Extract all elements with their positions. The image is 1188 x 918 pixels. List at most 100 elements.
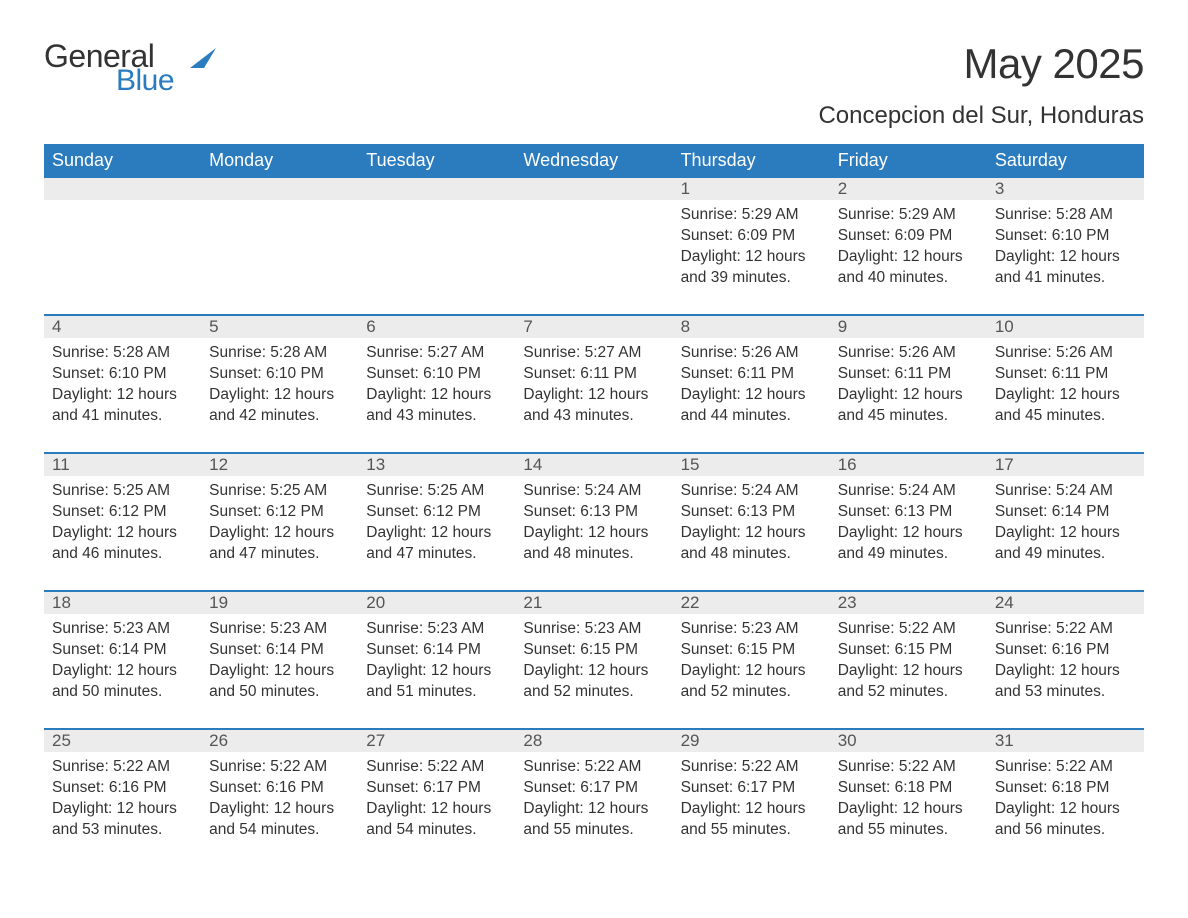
cell-body: Sunrise: 5:22 AMSunset: 6:17 PMDaylight:…: [358, 752, 515, 841]
logo: General Blue: [44, 40, 216, 96]
day-number-row: [201, 178, 358, 200]
calendar-cell: [201, 178, 358, 314]
day-number: 11: [44, 454, 201, 475]
day-number-row: 19: [201, 592, 358, 614]
calendar-cell: 10Sunrise: 5:26 AMSunset: 6:11 PMDayligh…: [987, 316, 1144, 452]
sunset-text: Sunset: 6:12 PM: [209, 502, 352, 523]
daylight-text: Daylight: 12 hours and 55 minutes.: [523, 799, 666, 841]
day-number-row: 16: [830, 454, 987, 476]
day-number: 30: [830, 730, 987, 751]
day-number-row: 2: [830, 178, 987, 200]
cell-body: Sunrise: 5:22 AMSunset: 6:16 PMDaylight:…: [987, 614, 1144, 703]
day-number: 6: [358, 316, 515, 337]
sunrise-text: Sunrise: 5:26 AM: [995, 343, 1138, 364]
calendar-cell: 18Sunrise: 5:23 AMSunset: 6:14 PMDayligh…: [44, 592, 201, 728]
sunset-text: Sunset: 6:13 PM: [838, 502, 981, 523]
logo-text: General Blue: [44, 40, 174, 96]
calendar-cell: 3Sunrise: 5:28 AMSunset: 6:10 PMDaylight…: [987, 178, 1144, 314]
sunrise-text: Sunrise: 5:24 AM: [681, 481, 824, 502]
sunrise-text: Sunrise: 5:27 AM: [523, 343, 666, 364]
day-number-row: 26: [201, 730, 358, 752]
day-number-row: 9: [830, 316, 987, 338]
sunrise-text: Sunrise: 5:25 AM: [52, 481, 195, 502]
day-number: 9: [830, 316, 987, 337]
cell-body: Sunrise: 5:22 AMSunset: 6:18 PMDaylight:…: [830, 752, 987, 841]
sunset-text: Sunset: 6:14 PM: [209, 640, 352, 661]
sunrise-text: Sunrise: 5:28 AM: [209, 343, 352, 364]
sunset-text: Sunset: 6:14 PM: [366, 640, 509, 661]
sunrise-text: Sunrise: 5:27 AM: [366, 343, 509, 364]
day-number: 3: [987, 178, 1144, 199]
day-number-row: 25: [44, 730, 201, 752]
sunset-text: Sunset: 6:18 PM: [838, 778, 981, 799]
sunrise-text: Sunrise: 5:22 AM: [52, 757, 195, 778]
calendar-week: 4Sunrise: 5:28 AMSunset: 6:10 PMDaylight…: [44, 314, 1144, 452]
dayhead-wednesday: Wednesday: [515, 144, 672, 178]
day-number-row: 3: [987, 178, 1144, 200]
day-number: 17: [987, 454, 1144, 475]
calendar-cell: 9Sunrise: 5:26 AMSunset: 6:11 PMDaylight…: [830, 316, 987, 452]
day-number-row: 4: [44, 316, 201, 338]
sunset-text: Sunset: 6:13 PM: [681, 502, 824, 523]
calendar-cell: 15Sunrise: 5:24 AMSunset: 6:13 PMDayligh…: [673, 454, 830, 590]
calendar-cell: 30Sunrise: 5:22 AMSunset: 6:18 PMDayligh…: [830, 730, 987, 866]
day-header-row: Sunday Monday Tuesday Wednesday Thursday…: [44, 144, 1144, 178]
triangle-icon: [180, 46, 216, 75]
day-number-row: 5: [201, 316, 358, 338]
day-number-row: 30: [830, 730, 987, 752]
cell-body: Sunrise: 5:26 AMSunset: 6:11 PMDaylight:…: [673, 338, 830, 427]
day-number-row: 1: [673, 178, 830, 200]
daylight-text: Daylight: 12 hours and 56 minutes.: [995, 799, 1138, 841]
cell-body: Sunrise: 5:26 AMSunset: 6:11 PMDaylight:…: [987, 338, 1144, 427]
month-title: May 2025: [818, 40, 1144, 88]
sunrise-text: Sunrise: 5:29 AM: [838, 205, 981, 226]
dayhead-monday: Monday: [201, 144, 358, 178]
sunrise-text: Sunrise: 5:23 AM: [52, 619, 195, 640]
cell-body: Sunrise: 5:23 AMSunset: 6:14 PMDaylight:…: [358, 614, 515, 703]
sunset-text: Sunset: 6:09 PM: [681, 226, 824, 247]
sunset-text: Sunset: 6:12 PM: [52, 502, 195, 523]
day-number-row: 28: [515, 730, 672, 752]
sunrise-text: Sunrise: 5:23 AM: [209, 619, 352, 640]
sunrise-text: Sunrise: 5:24 AM: [995, 481, 1138, 502]
sunset-text: Sunset: 6:11 PM: [523, 364, 666, 385]
calendar-cell: 20Sunrise: 5:23 AMSunset: 6:14 PMDayligh…: [358, 592, 515, 728]
day-number: 8: [673, 316, 830, 337]
cell-body: Sunrise: 5:22 AMSunset: 6:16 PMDaylight:…: [201, 752, 358, 841]
calendar-cell: 16Sunrise: 5:24 AMSunset: 6:13 PMDayligh…: [830, 454, 987, 590]
daylight-text: Daylight: 12 hours and 45 minutes.: [838, 385, 981, 427]
cell-body: Sunrise: 5:22 AMSunset: 6:18 PMDaylight:…: [987, 752, 1144, 841]
sunrise-text: Sunrise: 5:28 AM: [995, 205, 1138, 226]
day-number: 29: [673, 730, 830, 751]
calendar-cell: 23Sunrise: 5:22 AMSunset: 6:15 PMDayligh…: [830, 592, 987, 728]
daylight-text: Daylight: 12 hours and 51 minutes.: [366, 661, 509, 703]
daylight-text: Daylight: 12 hours and 48 minutes.: [681, 523, 824, 565]
sunset-text: Sunset: 6:16 PM: [209, 778, 352, 799]
daylight-text: Daylight: 12 hours and 43 minutes.: [523, 385, 666, 427]
calendar-week: 18Sunrise: 5:23 AMSunset: 6:14 PMDayligh…: [44, 590, 1144, 728]
cell-body: Sunrise: 5:26 AMSunset: 6:11 PMDaylight:…: [830, 338, 987, 427]
daylight-text: Daylight: 12 hours and 45 minutes.: [995, 385, 1138, 427]
daylight-text: Daylight: 12 hours and 42 minutes.: [209, 385, 352, 427]
cell-body: Sunrise: 5:23 AMSunset: 6:15 PMDaylight:…: [673, 614, 830, 703]
day-number-row: 13: [358, 454, 515, 476]
sunset-text: Sunset: 6:17 PM: [366, 778, 509, 799]
calendar-cell: 31Sunrise: 5:22 AMSunset: 6:18 PMDayligh…: [987, 730, 1144, 866]
cell-body: Sunrise: 5:23 AMSunset: 6:14 PMDaylight:…: [201, 614, 358, 703]
day-number-row: 20: [358, 592, 515, 614]
sunset-text: Sunset: 6:11 PM: [995, 364, 1138, 385]
cell-body: Sunrise: 5:24 AMSunset: 6:13 PMDaylight:…: [515, 476, 672, 565]
calendar-cell: 27Sunrise: 5:22 AMSunset: 6:17 PMDayligh…: [358, 730, 515, 866]
day-number-row: 18: [44, 592, 201, 614]
day-number: 7: [515, 316, 672, 337]
cell-body: Sunrise: 5:22 AMSunset: 6:15 PMDaylight:…: [830, 614, 987, 703]
cell-body: [515, 200, 672, 205]
calendar-cell: 12Sunrise: 5:25 AMSunset: 6:12 PMDayligh…: [201, 454, 358, 590]
day-number-row: 23: [830, 592, 987, 614]
cell-body: Sunrise: 5:25 AMSunset: 6:12 PMDaylight:…: [358, 476, 515, 565]
calendar-cell: 2Sunrise: 5:29 AMSunset: 6:09 PMDaylight…: [830, 178, 987, 314]
sunrise-text: Sunrise: 5:22 AM: [995, 619, 1138, 640]
sunrise-text: Sunrise: 5:25 AM: [366, 481, 509, 502]
calendar-cell: 1Sunrise: 5:29 AMSunset: 6:09 PMDaylight…: [673, 178, 830, 314]
daylight-text: Daylight: 12 hours and 55 minutes.: [838, 799, 981, 841]
